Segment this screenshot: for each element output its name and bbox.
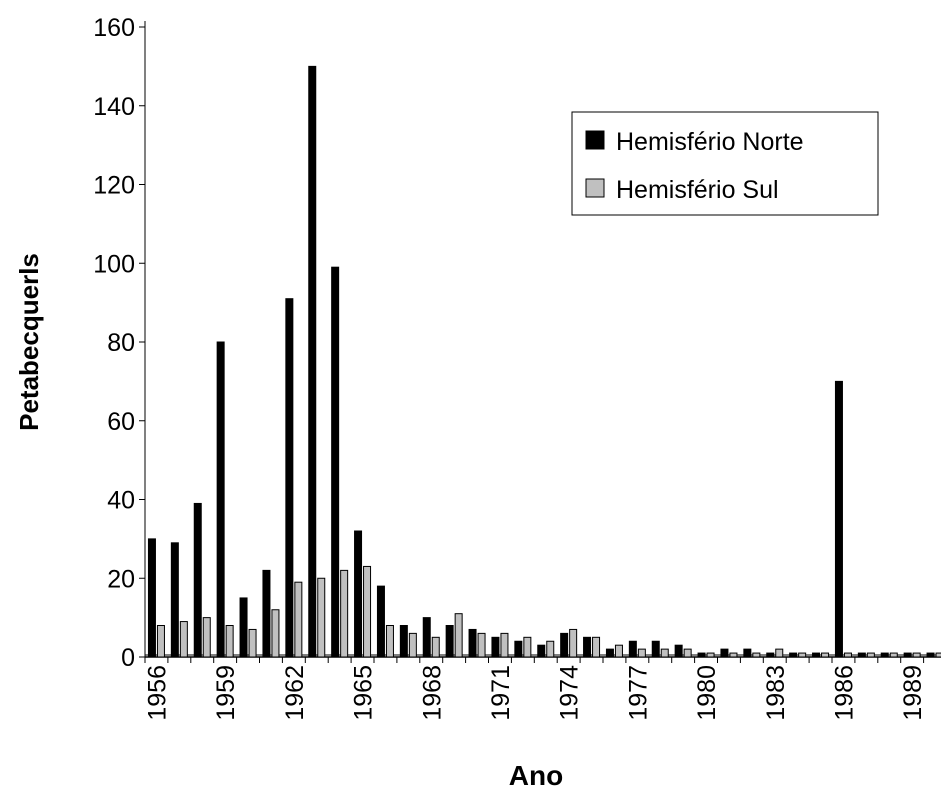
bar xyxy=(514,640,523,658)
bar xyxy=(179,621,188,658)
y-tick-label: 80 xyxy=(107,329,135,357)
bar xyxy=(170,542,179,658)
x-tick-label: 1989 xyxy=(899,665,927,721)
bar xyxy=(743,648,752,658)
bar xyxy=(614,644,623,658)
x-tick-label: 1968 xyxy=(418,665,446,721)
bar xyxy=(147,538,156,658)
bar xyxy=(500,632,509,658)
bar xyxy=(935,652,941,658)
x-tick-label: 1980 xyxy=(693,665,721,721)
bar xyxy=(202,617,211,658)
bar xyxy=(454,613,463,658)
legend-swatch xyxy=(585,130,605,150)
bar xyxy=(821,652,830,658)
bar xyxy=(605,648,614,658)
bar xyxy=(239,597,248,658)
bar xyxy=(789,652,798,658)
bar xyxy=(477,632,486,658)
bar xyxy=(583,636,592,658)
bar xyxy=(445,625,454,658)
bar xyxy=(834,380,843,658)
x-tick-label: 1965 xyxy=(350,665,378,721)
bar xyxy=(697,652,706,658)
bar xyxy=(271,609,280,658)
bar xyxy=(752,652,761,658)
y-tick-label: 40 xyxy=(107,487,135,515)
bar xyxy=(912,652,921,658)
bar xyxy=(537,644,546,658)
bar xyxy=(156,625,165,658)
bar xyxy=(248,628,257,658)
bar xyxy=(843,652,852,658)
x-tick-label: 1971 xyxy=(487,665,515,721)
y-tick-label: 60 xyxy=(107,408,135,436)
y-tick-label: 140 xyxy=(93,93,135,121)
bar xyxy=(376,585,385,658)
legend-box xyxy=(571,111,879,216)
bar xyxy=(216,341,225,658)
x-tick-label: 1977 xyxy=(624,665,652,721)
x-tick-label: 1983 xyxy=(762,665,790,721)
x-tick-label: 1956 xyxy=(143,665,171,721)
bar xyxy=(317,577,326,658)
bar xyxy=(880,652,889,658)
y-tick-label: 100 xyxy=(93,250,135,278)
bar xyxy=(812,652,821,658)
x-tick-label: 1959 xyxy=(212,665,240,721)
bar xyxy=(683,648,692,658)
x-axis-title: Ano xyxy=(509,760,563,791)
y-tick-label: 20 xyxy=(107,565,135,593)
bar xyxy=(294,581,303,658)
bar xyxy=(422,617,431,658)
bar xyxy=(331,266,340,658)
y-tick-label: 0 xyxy=(121,644,135,672)
bar xyxy=(889,652,898,658)
bar xyxy=(399,625,408,658)
bar xyxy=(798,652,807,658)
x-tick-label: 1962 xyxy=(281,665,309,721)
legend-swatch xyxy=(585,178,605,198)
bar xyxy=(866,652,875,658)
bar xyxy=(903,652,912,658)
bar xyxy=(262,569,271,658)
bar xyxy=(546,640,555,658)
bar xyxy=(628,640,637,658)
bar xyxy=(674,644,683,658)
bar xyxy=(660,648,669,658)
bar xyxy=(720,648,729,658)
bar xyxy=(363,565,372,658)
bar xyxy=(225,625,234,658)
y-tick-label: 120 xyxy=(93,172,135,200)
bar xyxy=(491,636,500,658)
bar xyxy=(385,625,394,658)
bar xyxy=(308,65,317,658)
bar xyxy=(560,632,569,658)
bar xyxy=(729,652,738,658)
x-tick-label: 1986 xyxy=(830,665,858,721)
bar xyxy=(592,636,601,658)
bar xyxy=(569,628,578,658)
y-axis-title: Petabecquerls xyxy=(14,253,44,431)
bar xyxy=(193,502,202,658)
legend-label: Hemisfério Norte xyxy=(616,128,804,156)
bar xyxy=(408,632,417,658)
bar xyxy=(926,652,935,658)
bar xyxy=(431,636,440,658)
legend-label: Hemisfério Sul xyxy=(616,176,779,204)
x-tick-label: 1974 xyxy=(556,665,584,721)
bar xyxy=(340,569,349,658)
bar xyxy=(285,298,294,658)
bar xyxy=(766,652,775,658)
bar xyxy=(637,648,646,658)
bar xyxy=(706,652,715,658)
bar xyxy=(354,530,363,658)
bar xyxy=(857,652,866,658)
bar xyxy=(523,636,532,658)
y-tick-label: 160 xyxy=(93,14,135,42)
bar xyxy=(775,648,784,658)
bar xyxy=(651,640,660,658)
bar xyxy=(468,628,477,658)
